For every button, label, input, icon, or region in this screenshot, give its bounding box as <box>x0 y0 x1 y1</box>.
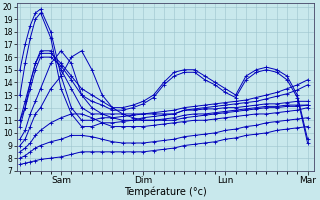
X-axis label: Température (°c): Température (°c) <box>124 187 207 197</box>
